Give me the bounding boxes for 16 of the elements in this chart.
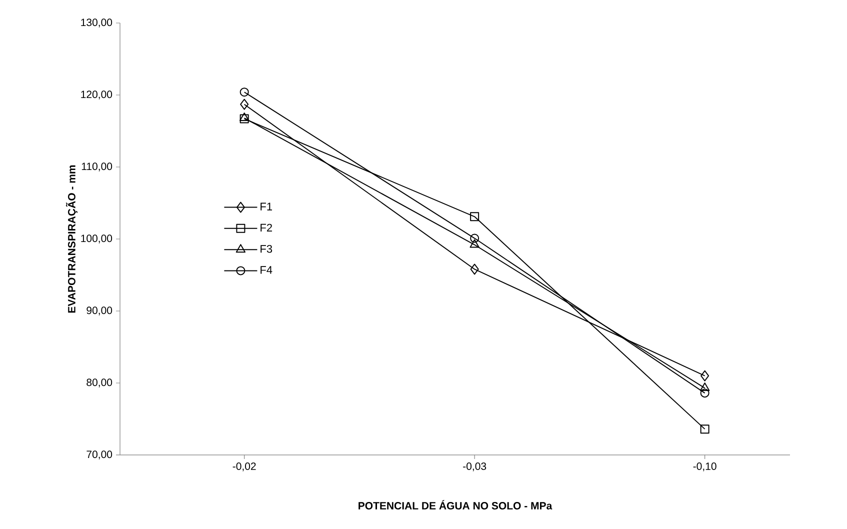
legend-label: F3 <box>260 245 272 253</box>
y-tick-label: 90,00 <box>86 306 112 316</box>
y-tick-label: 100,00 <box>81 234 112 244</box>
legend-label: F4 <box>260 266 272 274</box>
x-tick-label: -0,10 <box>693 462 716 472</box>
x-tick-label: -0,02 <box>232 462 256 472</box>
legend-label: F2 <box>260 224 272 232</box>
y-tick-label: 80,00 <box>86 378 112 388</box>
y-tick-label: 110,00 <box>82 162 112 172</box>
y-tick-label: 70,00 <box>86 450 112 460</box>
legend-label: F1 <box>260 202 272 210</box>
x-axis-title: POTENCIAL DE ÁGUA NO SOLO - MPa <box>358 500 552 510</box>
y-axis-title: EVAPOTRANSPIRAÇÃO - mm <box>66 165 78 313</box>
y-tick-label: 130,00 <box>81 18 112 28</box>
x-tick-label: -0,03 <box>463 462 486 472</box>
y-tick-label: 120,00 <box>81 90 112 100</box>
